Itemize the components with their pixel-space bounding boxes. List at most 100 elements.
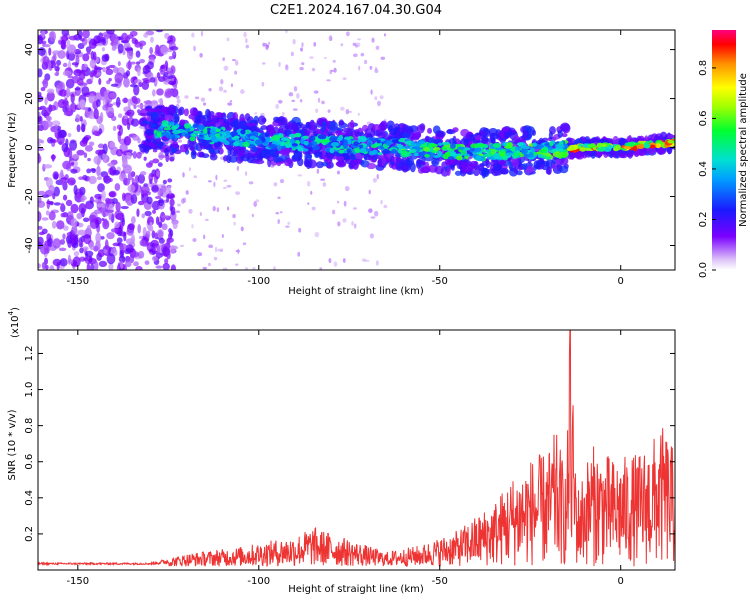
spectrogram-noise-cell [188, 208, 193, 214]
spectrogram-noise-cell [163, 72, 168, 78]
spectrogram-ridge-core [280, 137, 289, 142]
spectrogram-ridge-core [655, 143, 662, 149]
spectrogram-ridge-core [422, 147, 430, 152]
spectrogram-noise-cell [137, 250, 145, 259]
spectrogram-noise-cell [218, 86, 224, 92]
spectrogram-noise-cell [148, 160, 154, 166]
spectrogram-xlabel: Height of straight line (km) [288, 286, 424, 297]
spectrogram-ridge-core [484, 153, 493, 158]
spectrogram-noise-cell [65, 87, 71, 98]
spectrogram-noise-cell [38, 68, 43, 78]
spectrogram-ridge-core [516, 142, 524, 147]
spectrogram-noise-cell [155, 252, 164, 258]
spectrogram-noise-cell [119, 243, 127, 251]
spectrogram-noise-cell [138, 82, 143, 88]
spectrogram-noise-cell [61, 142, 69, 153]
spectrogram-noise-cell [49, 265, 55, 270]
spectrogram-noise-cell [221, 234, 224, 238]
spectrogram-ridge-cell [533, 160, 541, 169]
spectrogram-noise-cell [155, 265, 163, 269]
spectrogram-noise-cell [135, 61, 141, 65]
spectrogram-noise-cell [108, 64, 116, 69]
spectrogram-noise-cell [235, 191, 241, 196]
spectrogram-ridge-core [420, 143, 426, 149]
spectrogram-noise-cell [102, 104, 109, 111]
spectrogram-noise-cell [51, 154, 55, 162]
spectrogram-noise-cell [62, 70, 72, 77]
colorbar: 0.0 0.2 0.4 0.6 0.8 Normalized spectral ampl… [698, 30, 749, 278]
spectrogram-ridge-core [416, 146, 421, 152]
spectrogram-ridge-cell [349, 160, 355, 168]
spectrogram-ridge-cell [569, 151, 575, 160]
spectrogram-ridge-core [303, 140, 309, 146]
spectrogram-noise-cell [93, 199, 102, 203]
spectrogram-noise-cell [182, 172, 185, 178]
figure-title: C2E1.2024.167.04.30.G04 [270, 3, 442, 18]
spectrogram-noise-cell [59, 89, 67, 97]
spectrogram-noise-cell [376, 173, 379, 180]
spectrogram-ridge-core [357, 135, 367, 141]
spectrogram-noise-cell [152, 158, 160, 164]
spectrogram-noise-cell [208, 244, 214, 249]
spectrogram-ridge-cell [386, 120, 395, 131]
spectrogram-noise-cell [175, 95, 180, 100]
spectrogram-ridge-cell [473, 168, 480, 177]
spectrogram-noise-cell [310, 190, 313, 195]
spectrogram-noise-cell [86, 168, 92, 174]
spectrogram-noise-cell [297, 251, 301, 257]
spectrogram-ridge-core [391, 148, 397, 154]
spectrogram-noise-cell [67, 147, 73, 159]
spectrogram-noise-cell [160, 45, 169, 55]
spectrogram-noise-cell [102, 66, 106, 73]
spectrogram-noise-cell [103, 249, 108, 254]
colorbar-label: Normalized spectral amplitude [738, 73, 749, 227]
spectrogram-noise-cell [57, 129, 67, 139]
spectrogram-noise-cell [60, 169, 64, 178]
spectrogram-ridge-cell [209, 153, 218, 161]
spectrogram-noise-cell [127, 184, 136, 193]
colorbar-ticks: 0.0 0.2 0.4 0.6 0.8 [698, 60, 716, 278]
spectrogram-noise-cell [38, 147, 45, 152]
spectrogram-noise-cell [93, 130, 100, 136]
spectrogram-noise-cell [108, 203, 114, 215]
spectrogram-ridge-cell [542, 160, 550, 167]
spectrogram-ridge-cell [354, 131, 361, 137]
spectrogram-noise-cell [243, 31, 247, 38]
spectrogram-noise-cell [333, 67, 337, 73]
spectrogram-noise-cell [370, 216, 376, 219]
spectrogram-noise-cell [170, 264, 176, 270]
spectrogram-noise-cell [46, 88, 55, 94]
spectrogram-ridge-cell [363, 152, 368, 161]
spectrogram-noise-cell [285, 64, 288, 69]
spectrogram-ytick-label: -20 [24, 188, 35, 204]
spectrogram-noise-cell [115, 96, 121, 108]
spectrogram-noise-cell [105, 68, 114, 76]
spectrogram-noise-cell [51, 120, 61, 127]
spectrogram-noise-cell [70, 218, 78, 228]
spectrogram-noise-cell [95, 149, 104, 155]
colorbar-tick-label: 0.2 [698, 212, 709, 228]
spectrogram-noise-cell [151, 230, 156, 239]
spectrogram-ridge-core [635, 144, 644, 149]
spectrogram-noise-cell [343, 200, 347, 207]
spectrogram-ridge-core [172, 129, 179, 134]
spectrogram-noise-cell [91, 168, 97, 174]
spectrogram-noise-cell [70, 162, 75, 166]
spectrogram-ridge-core [579, 147, 587, 152]
spectrogram-ridge-cell [511, 158, 520, 167]
spectrogram-noise-cell [45, 210, 50, 216]
spectrogram-noise-cell [126, 34, 134, 39]
spectrogram-ridge-core [498, 152, 508, 157]
spectrogram-ridge-core [264, 136, 271, 143]
spectrogram-ridge-core [202, 128, 208, 134]
spectrogram-ridge-cell [574, 150, 585, 160]
spectrogram-ridge-core [528, 151, 534, 158]
spectrogram-noise-cell [111, 115, 117, 122]
spectrogram-ridge-core [558, 153, 563, 159]
spectrogram-noise-cell [48, 211, 56, 221]
spectrogram-noise-cell [97, 203, 104, 208]
spectrogram-noise-cell [185, 190, 189, 195]
spectrogram-ridge-cell [416, 124, 425, 134]
spectrogram-noise-cell [136, 104, 144, 108]
spectrogram-noise-cell [328, 258, 332, 264]
